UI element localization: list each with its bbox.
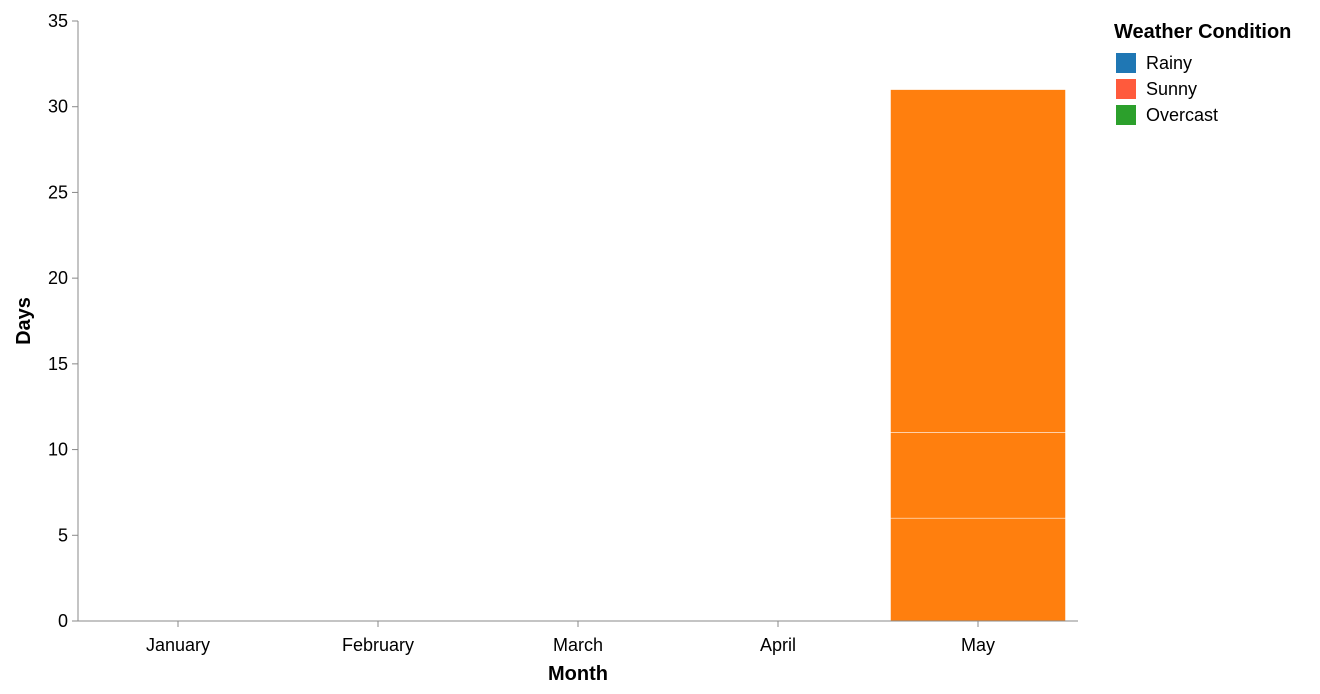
legend: Weather Condition Rainy Sunny Overcast <box>1114 21 1291 125</box>
x-tick-label: May <box>961 635 995 655</box>
legend-swatch <box>1116 53 1136 73</box>
bar-segment <box>890 432 1066 519</box>
bars-layer <box>890 89 1066 622</box>
y-tick-label: 15 <box>48 354 68 374</box>
y-tick-label: 0 <box>58 611 68 631</box>
legend-label: Sunny <box>1146 79 1197 99</box>
bar-segment <box>890 89 1066 433</box>
y-tick-label: 5 <box>58 525 68 545</box>
y-ticks: 0 5 10 15 20 25 30 35 <box>48 11 78 631</box>
x-tick-label: April <box>760 635 796 655</box>
y-tick-label: 20 <box>48 268 68 288</box>
legend-swatch <box>1116 79 1136 99</box>
y-tick-label: 35 <box>48 11 68 31</box>
x-tick-label: February <box>342 635 414 655</box>
x-tick-label: March <box>553 635 603 655</box>
x-tick-label: January <box>146 635 210 655</box>
legend-swatch <box>1116 105 1136 125</box>
axes-layer: 0 5 10 15 20 25 30 35 January February March April… <box>48 11 1078 655</box>
legend-label: Rainy <box>1146 53 1192 73</box>
legend-title: Weather Condition <box>1114 21 1291 43</box>
legend-label: Overcast <box>1146 105 1218 125</box>
legend-entries: Rainy Sunny Overcast <box>1116 53 1218 125</box>
x-ticks: January February March April May <box>146 621 995 655</box>
y-axis-title: Days <box>13 297 35 345</box>
bar-segment <box>890 517 1066 622</box>
y-tick-label: 30 <box>48 97 68 117</box>
y-tick-label: 25 <box>48 182 68 202</box>
x-axis-title: Month <box>548 663 608 685</box>
y-tick-label: 10 <box>48 440 68 460</box>
